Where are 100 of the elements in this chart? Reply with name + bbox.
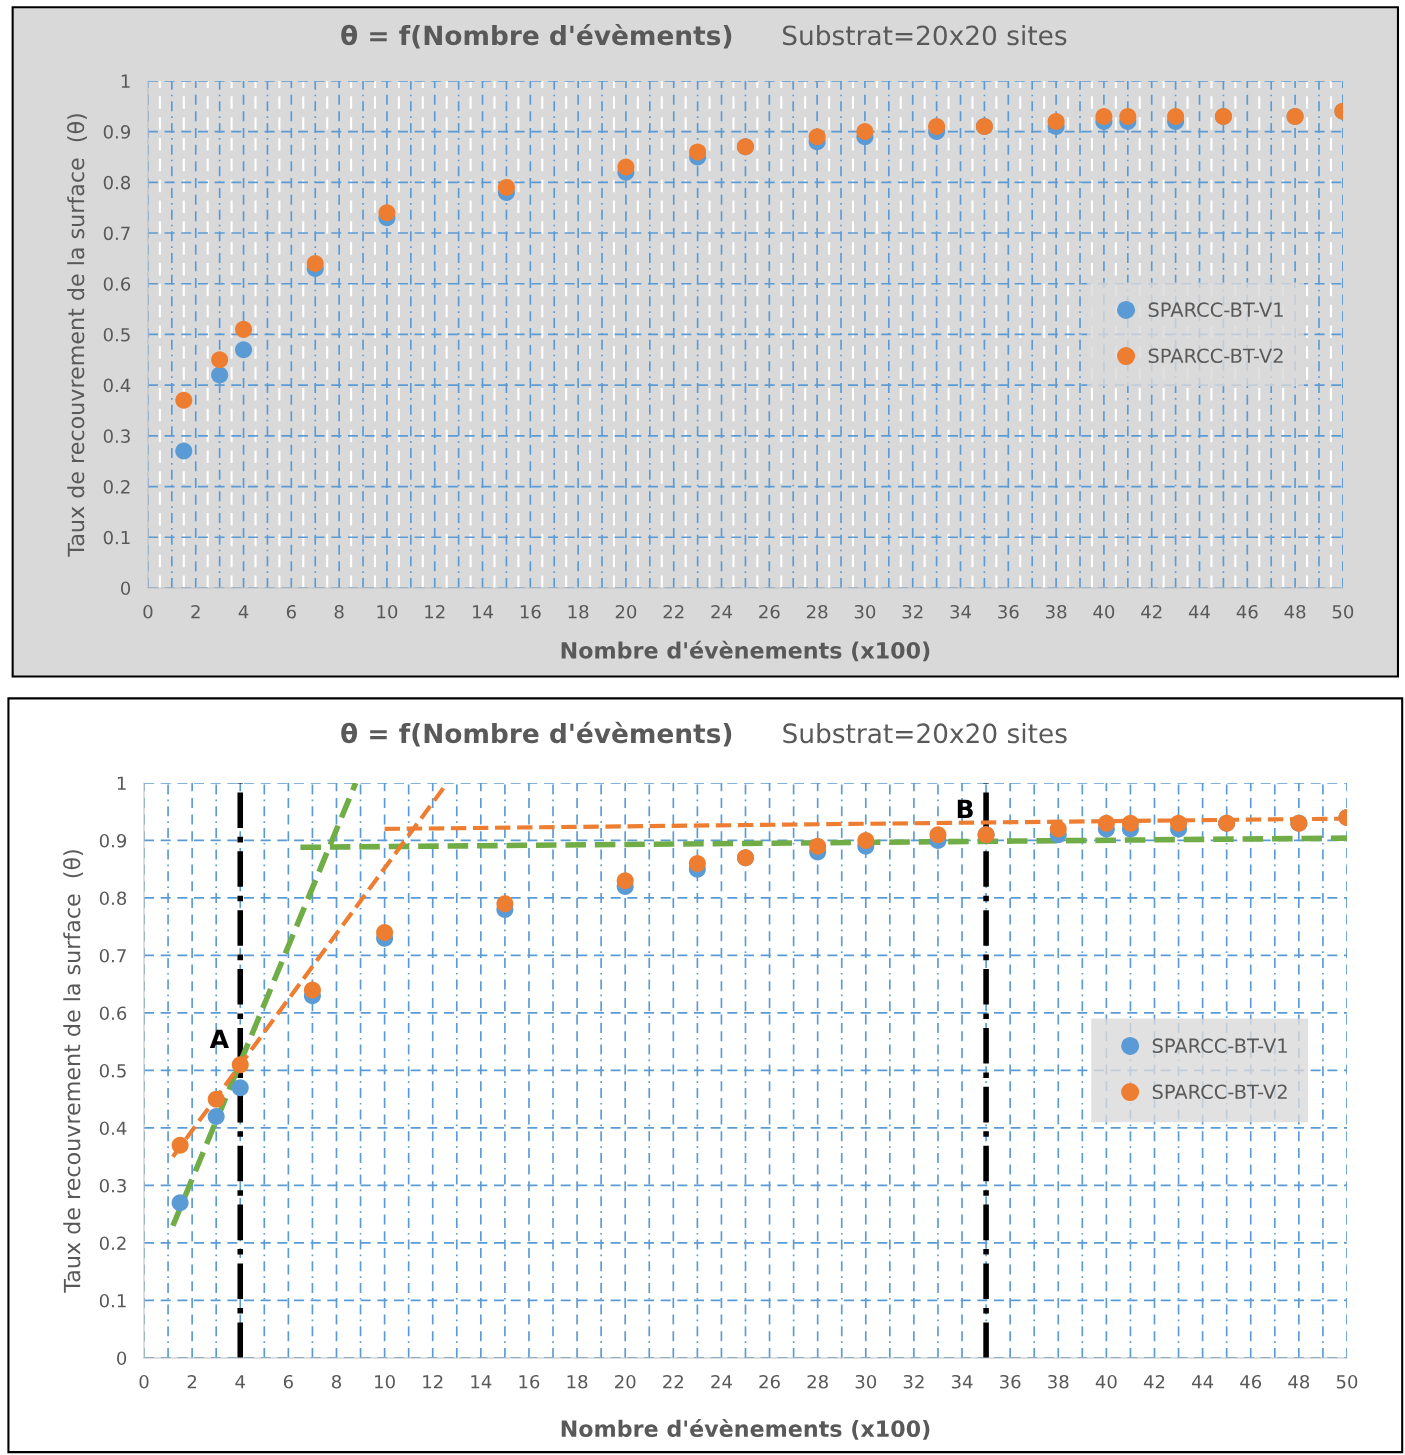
x-tick-label: 8 bbox=[334, 604, 344, 619]
point bbox=[809, 837, 827, 855]
chart-title: θ = f(Nombre d'évèments) bbox=[341, 721, 732, 747]
y-axis-title: Taux de recouvrement de la surface (θ) bbox=[67, 114, 87, 557]
x-tick-label: 16 bbox=[520, 604, 541, 619]
x-tick-label: 42 bbox=[1143, 1374, 1165, 1389]
x-tick-label: 50 bbox=[1336, 1374, 1358, 1389]
point bbox=[1097, 814, 1115, 832]
x-tick-label: 24 bbox=[711, 1374, 732, 1389]
x-tick-label: 16 bbox=[519, 1374, 540, 1389]
x-tick-label: 36 bbox=[998, 604, 1019, 619]
y-tick-label: 0.6 bbox=[99, 1006, 127, 1021]
point bbox=[235, 320, 253, 338]
x-tick-label: 26 bbox=[759, 1374, 780, 1389]
x-tick-label: 34 bbox=[951, 1374, 973, 1389]
x-tick-label: 10 bbox=[377, 604, 398, 619]
point bbox=[175, 442, 193, 460]
x-tick-label: 6 bbox=[283, 1374, 293, 1389]
point bbox=[1095, 107, 1113, 125]
point bbox=[231, 1056, 249, 1074]
x-tick-label: 40 bbox=[1095, 1374, 1117, 1389]
x-tick-label: 2 bbox=[191, 604, 200, 619]
x-tick-label: 30 bbox=[855, 1374, 877, 1389]
y-tick-label: 0.5 bbox=[103, 327, 130, 342]
x-tick-label: 28 bbox=[807, 1374, 828, 1389]
point bbox=[928, 118, 946, 136]
point bbox=[497, 178, 515, 196]
point bbox=[235, 341, 253, 359]
y-tick-label: 0.2 bbox=[103, 480, 130, 494]
y-tick-label: 0.8 bbox=[103, 175, 131, 190]
x-tick-label: 14 bbox=[471, 1375, 492, 1389]
x-tick-label: 48 bbox=[1284, 604, 1306, 619]
x-tick-label: 28 bbox=[806, 604, 828, 619]
x-tick-label: 48 bbox=[1288, 1374, 1310, 1389]
legend-label: SPARCC-BT-V2 bbox=[1148, 348, 1283, 364]
x-tick-label: 2 bbox=[187, 1374, 197, 1389]
x-tick-label: 46 bbox=[1236, 604, 1258, 619]
point bbox=[1049, 820, 1067, 838]
point bbox=[171, 1136, 189, 1154]
x-tick-label: 44 bbox=[1192, 1375, 1214, 1389]
x-tick-label: 38 bbox=[1046, 604, 1067, 619]
x-tick-label: 24 bbox=[711, 604, 732, 619]
x-axis-title: Nombre d'évènements (x100) bbox=[561, 1418, 930, 1440]
x-tick-label: 18 bbox=[567, 1374, 588, 1389]
y-axis-title: Taux de recouvrement de la surface (θ) bbox=[63, 850, 84, 1293]
y-tick-label: 0.4 bbox=[99, 1121, 127, 1136]
point bbox=[376, 923, 394, 941]
x-tick-label: 10 bbox=[375, 1374, 395, 1389]
y-tick-label: 0 bbox=[117, 1351, 127, 1366]
x-tick-label: 20 bbox=[615, 1374, 636, 1389]
y-tick-label: 0.2 bbox=[99, 1236, 126, 1251]
point bbox=[1170, 814, 1188, 832]
x-tick-label: 12 bbox=[425, 604, 445, 619]
point bbox=[171, 1194, 189, 1212]
annotation: B bbox=[957, 799, 973, 819]
x-tick-label: 36 bbox=[1000, 1374, 1021, 1389]
y-tick-label: 0.4 bbox=[103, 378, 131, 393]
x-tick-label: 6 bbox=[286, 604, 296, 619]
point bbox=[1121, 814, 1139, 832]
point bbox=[1119, 107, 1137, 125]
x-tick-label: 50 bbox=[1332, 604, 1354, 619]
point bbox=[1167, 107, 1185, 125]
point bbox=[856, 123, 874, 141]
x-tick-label: 44 bbox=[1188, 605, 1210, 619]
point bbox=[207, 1090, 225, 1108]
y-tick-label: 1 bbox=[117, 776, 126, 790]
legend-label: SPARCC-BT-V1 bbox=[1148, 302, 1283, 318]
x-tick-label: 42 bbox=[1141, 604, 1162, 619]
x-tick-label: 18 bbox=[568, 604, 589, 619]
y-tick-label: 0.9 bbox=[99, 833, 127, 848]
x-tick-label: 8 bbox=[331, 1374, 341, 1389]
x-tick-label: 22 bbox=[663, 604, 684, 619]
point bbox=[231, 1079, 249, 1097]
y-tick-label: 1 bbox=[121, 74, 130, 88]
x-tick-label: 0 bbox=[143, 604, 153, 619]
point bbox=[303, 981, 321, 999]
x-tick-label: 14 bbox=[473, 605, 494, 619]
legend-label: SPARCC-BT-V1 bbox=[1152, 1038, 1287, 1054]
point bbox=[616, 872, 634, 890]
x-axis-title: Nombre d'évènements (x100) bbox=[561, 640, 930, 662]
x-tick-label: 4 bbox=[235, 1375, 245, 1389]
y-tick-label: 0 bbox=[120, 581, 131, 596]
y-tick-label: 0.5 bbox=[99, 1063, 126, 1078]
point bbox=[929, 826, 947, 844]
x-tick-label: 38 bbox=[1048, 1374, 1069, 1389]
point bbox=[211, 351, 229, 369]
y-tick-label: 0.7 bbox=[99, 948, 126, 963]
x-tick-label: 46 bbox=[1240, 1374, 1262, 1389]
chart-subtitle: Substrat=20x20 sites bbox=[783, 722, 1067, 744]
x-tick-label: 4 bbox=[238, 605, 249, 619]
legend-label: SPARCC-BT-V2 bbox=[1152, 1084, 1287, 1100]
y-tick-label: 0.1 bbox=[99, 1293, 126, 1308]
annotation: A bbox=[209, 1029, 229, 1049]
chart-subtitle: Substrat=20x20 sites bbox=[783, 24, 1067, 46]
x-tick-label: 0 bbox=[139, 1374, 149, 1389]
y-tick-label: 0.3 bbox=[99, 1178, 126, 1193]
x-tick-label: 34 bbox=[950, 604, 971, 619]
y-tick-label: 0.1 bbox=[103, 530, 130, 545]
point bbox=[808, 128, 826, 146]
x-tick-label: 12 bbox=[423, 1374, 443, 1389]
